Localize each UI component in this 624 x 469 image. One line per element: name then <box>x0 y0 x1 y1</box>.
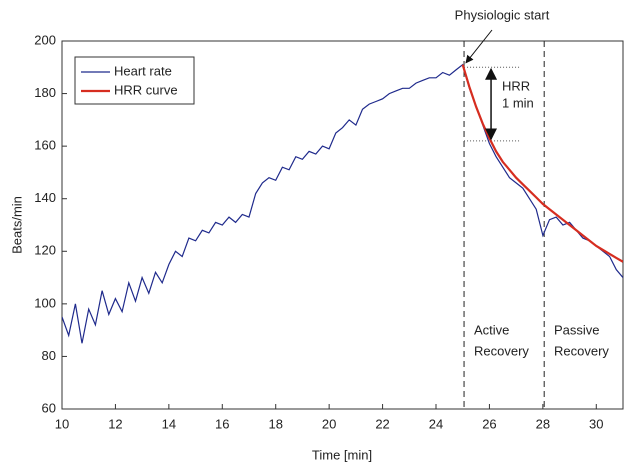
y-tick-label: 60 <box>42 400 56 415</box>
legend-label: Heart rate <box>114 63 172 78</box>
y-tick-label: 180 <box>34 85 56 100</box>
annotation: 1 min <box>502 95 534 110</box>
y-tick-label: 120 <box>34 243 56 258</box>
legend-label: HRR curve <box>114 82 178 97</box>
y-tick-label: 140 <box>34 190 56 205</box>
legend-box <box>74 56 195 105</box>
annotation: Recovery <box>474 343 529 358</box>
x-tick-label: 26 <box>482 416 496 431</box>
x-tick-label: 22 <box>375 416 389 431</box>
annotation: Physiologic start <box>455 7 550 22</box>
x-tick-label: 24 <box>429 416 443 431</box>
x-tick-label: 16 <box>215 416 229 431</box>
annotation: Recovery <box>554 343 609 358</box>
x-tick-label: 14 <box>162 416 176 431</box>
annotation: Passive <box>554 322 600 337</box>
annotation: HRR <box>502 78 530 93</box>
x-tick-label: 18 <box>268 416 282 431</box>
y-tick-label: 80 <box>42 348 56 363</box>
y-tick-label: 200 <box>34 32 56 47</box>
start-arrow <box>465 29 493 64</box>
y-tick-label: 160 <box>34 138 56 153</box>
x-tick-label: 30 <box>589 416 603 431</box>
y-tick-label: 100 <box>34 295 56 310</box>
y-axis-label: Beats/min <box>9 196 24 254</box>
annotation: Active <box>474 322 509 337</box>
series-line <box>62 63 623 344</box>
x-axis-label: Time [min] <box>312 447 372 462</box>
x-tick-label: 28 <box>536 416 550 431</box>
x-tick-label: 10 <box>55 416 69 431</box>
x-tick-label: 12 <box>108 416 122 431</box>
x-tick-label: 20 <box>322 416 336 431</box>
